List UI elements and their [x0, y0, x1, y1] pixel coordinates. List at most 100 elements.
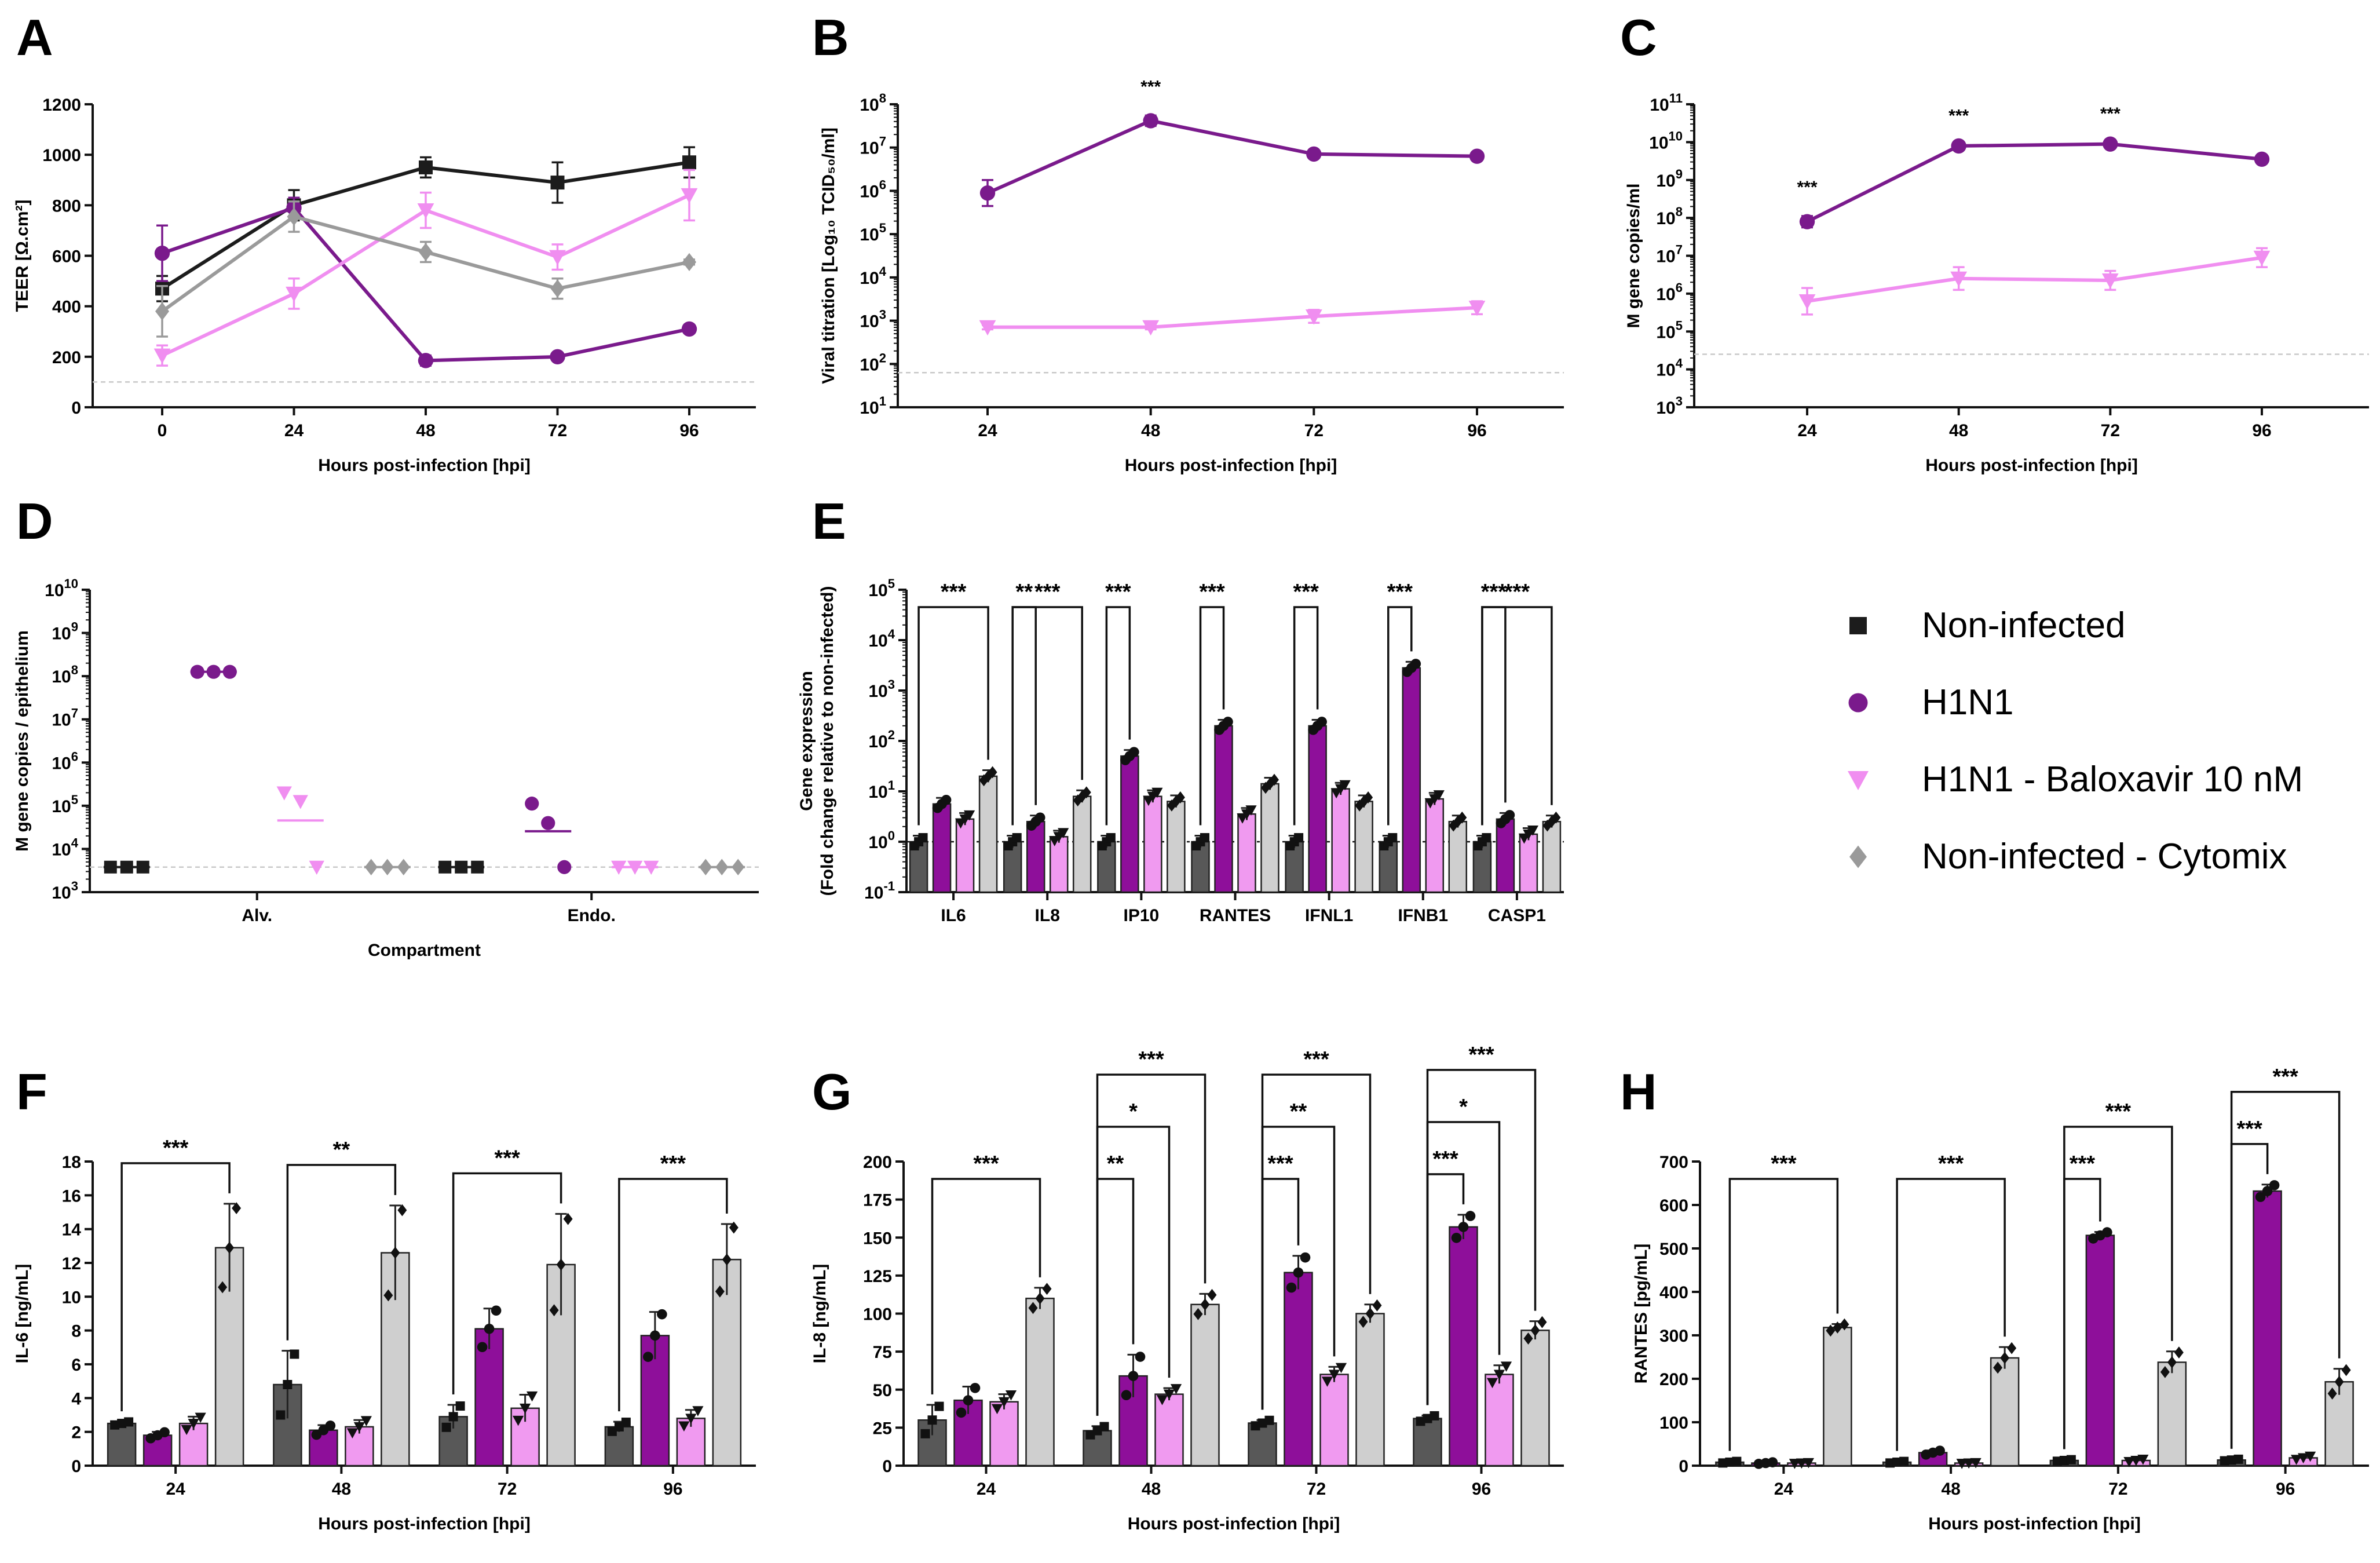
significance-label: *** — [1771, 1152, 1797, 1176]
replicate-point — [1527, 825, 1539, 836]
y-tick-label: 0 — [1679, 1457, 1688, 1476]
replicate-point — [1457, 811, 1467, 824]
series-line-h1n1-baloxavir-10-nm — [988, 306, 1478, 329]
replicate-point — [1170, 1384, 1182, 1394]
y-tick-label: 50 — [873, 1381, 892, 1400]
data-point-non-infected — [682, 155, 696, 170]
replicate-point — [1073, 794, 1083, 807]
replicate-point — [650, 1330, 660, 1341]
replicate-point — [390, 1247, 400, 1259]
replicate-point — [1156, 1395, 1168, 1405]
replicate-point — [2137, 1454, 2149, 1465]
replicate-point — [1135, 1352, 1146, 1362]
data-point-h1n1 — [525, 797, 539, 811]
replicate-point — [1151, 787, 1163, 798]
significance-label: *** — [1387, 580, 1413, 604]
replicate-point — [1732, 1456, 1742, 1466]
replicate-point — [963, 1395, 974, 1405]
panel-e: E 10-1 100 101 102 103 104 105 Gene expression (F… — [797, 492, 1564, 925]
data-point-h1n1 — [1306, 146, 1322, 162]
y-tick-label: 102 — [868, 728, 895, 751]
replicate-point — [941, 794, 952, 805]
x-tick-label: IL6 — [941, 906, 966, 925]
replicate-point — [2007, 1342, 2017, 1354]
y-tick-label: 75 — [873, 1343, 892, 1362]
data-point-h1n1-baloxavir-10-nm — [644, 860, 659, 875]
replicate-point — [1530, 1324, 1540, 1336]
replicate-point — [1388, 833, 1398, 843]
data-point-h1n1 — [2254, 151, 2270, 167]
significance-bracket — [1199, 606, 1225, 826]
replicate-point — [520, 1403, 531, 1414]
replicate-point — [1171, 795, 1181, 808]
significance-bracket — [1261, 1073, 1372, 1410]
panel-d: D 103 104 105 106 107 108 109 1010 M gene copies … — [13, 492, 759, 960]
replicate-point — [159, 1427, 170, 1438]
x-tick-label: 72 — [548, 421, 567, 440]
y-axis-label: IL-8 [ng/mL] — [810, 1264, 829, 1364]
significance-label: *** — [1199, 580, 1225, 604]
y-axis-label: Viral titration [Log₁₀ TCID₅₀/ml] — [819, 127, 838, 384]
x-tick-label: 72 — [1307, 1480, 1326, 1499]
replicate-point — [1767, 1457, 1778, 1467]
replicate-point — [2341, 1364, 2351, 1376]
x-tick-label: Endo. — [568, 906, 616, 925]
replicate-point — [1430, 1411, 1439, 1420]
replicate-point — [1359, 795, 1369, 808]
replicate-point — [643, 1352, 653, 1362]
significance-bracket — [286, 1164, 397, 1341]
replicate-point — [397, 1204, 407, 1217]
replicate-point — [1465, 1211, 1476, 1221]
data-point-h1n1 — [1143, 113, 1158, 129]
x-tick-label: 48 — [332, 1480, 351, 1499]
replicate-point — [1128, 1371, 1139, 1381]
legend-label-non-infected-cytomix: Non-infected - Cytomix — [1922, 837, 2287, 877]
replicate-point — [692, 1406, 704, 1416]
replicate-point — [563, 1213, 573, 1225]
y-tick-label: 103 — [52, 879, 78, 903]
bar-non-infected — [1413, 1418, 1442, 1467]
x-axis-label: Hours post-infection [hpi] — [1128, 1514, 1340, 1533]
y-tick-label: 200 — [52, 348, 81, 367]
replicate-point — [455, 1401, 465, 1411]
y-tick-label: 107 — [860, 134, 886, 158]
replicate-point — [218, 1281, 228, 1294]
replicate-point — [325, 1420, 336, 1431]
significance-label: *** — [1468, 1043, 1494, 1067]
replicate-point — [353, 1422, 365, 1433]
data-point-h1n1-baloxavir-10-nm — [979, 320, 996, 336]
y-tick-label: 104 — [860, 264, 886, 288]
replicate-point — [984, 770, 993, 783]
panel-label-b: B — [812, 9, 849, 66]
significance-label: *** — [1138, 1047, 1164, 1072]
data-point-h1n1 — [1469, 148, 1485, 164]
legend-marker-h1n1 — [1848, 693, 1868, 713]
replicate-point — [2160, 1365, 2170, 1378]
significance-bracket — [1896, 1178, 2006, 1451]
bar-non-infected-cytomix — [546, 1263, 576, 1467]
replicate-point — [2305, 1451, 2316, 1462]
replicate-point — [1207, 1288, 1217, 1301]
replicate-point — [1358, 1316, 1368, 1328]
replicate-point — [1993, 1361, 2003, 1374]
replicate-point — [991, 1404, 1003, 1415]
data-point-h1n1-baloxavir-10-nm — [1468, 301, 1486, 316]
replicate-point — [383, 1289, 393, 1302]
replicate-point — [1410, 659, 1421, 669]
significance-label: *** — [1267, 1152, 1293, 1176]
x-axis-label: Hours post-infection [hpi] — [1925, 456, 2138, 475]
significance-label: *** — [1034, 580, 1061, 604]
replicate-point — [1035, 1292, 1045, 1305]
data-point-h1n1 — [2103, 136, 2118, 152]
replicate-point — [621, 1418, 631, 1427]
replicate-point — [1486, 1378, 1498, 1389]
significance-label: ** — [1290, 1100, 1307, 1124]
y-tick-label: 108 — [860, 91, 886, 115]
data-point-h1n1-baloxavir-10-nm — [549, 250, 566, 266]
y-tick-label: 100 — [863, 1305, 892, 1324]
y-tick-label: 1011 — [1650, 91, 1683, 115]
replicate-point — [448, 1412, 458, 1422]
x-tick-label: IP10 — [1123, 906, 1159, 925]
